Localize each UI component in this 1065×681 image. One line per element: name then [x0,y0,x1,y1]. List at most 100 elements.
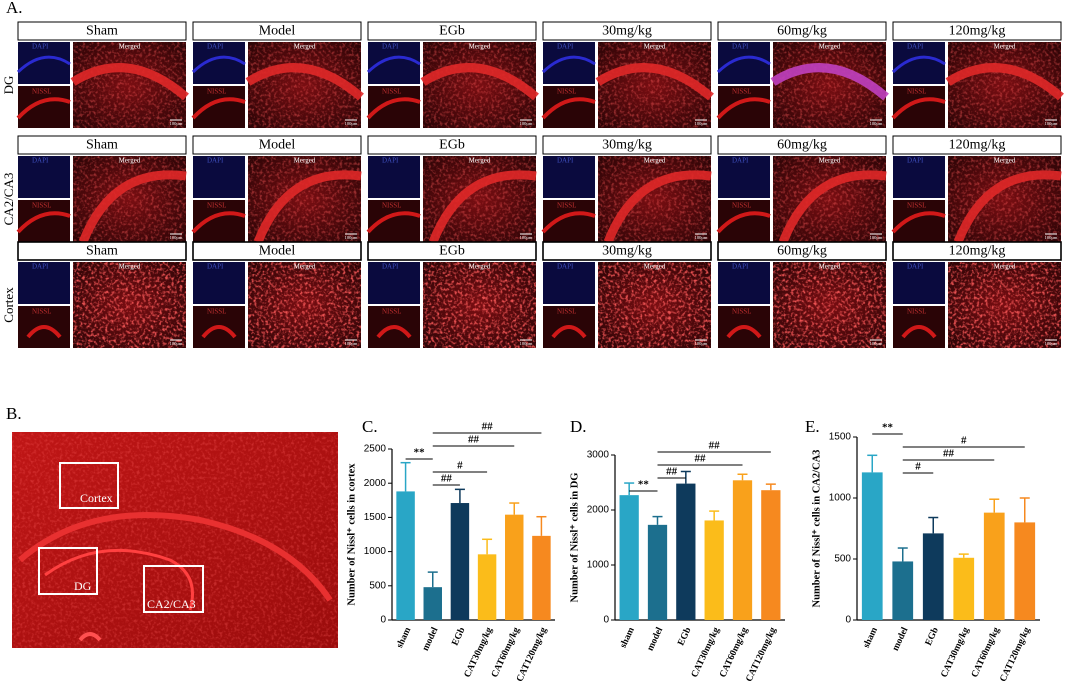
stain-label: NISSL [557,308,576,316]
region-box [38,547,98,595]
stain-label: Merged [469,43,491,51]
dapi-image [543,262,595,304]
merged-signal [245,63,364,101]
group-label: 120mg/kg [949,24,1006,39]
dapi-image [368,42,420,84]
stain-label: NISSL [207,308,226,316]
y-tick-label: 2000 [587,505,610,516]
stain-label: Merged [819,43,841,51]
group-box [892,135,1062,155]
bar [732,480,753,620]
x-tick-label: CAT60mg/kg [970,626,1002,680]
scale-bar-label: 100μm [1045,341,1058,346]
scale-bar-label: 100μm [1045,235,1058,240]
dapi-image [18,262,70,304]
stain-label: DAPI [32,157,49,165]
panel-b-image: Cortex DG CA2/CA3 [12,432,338,648]
group-box [717,21,887,41]
group-label: EGb [439,244,465,259]
nissl-signal [891,211,946,234]
region-label: Cortex [1,287,16,323]
group-label: 30mg/kg [602,244,652,259]
panel-label: D. [570,417,587,436]
stain-label: DAPI [907,263,924,271]
significance-label: ## [695,453,707,465]
region-label: DG [74,579,92,593]
nissl-signal [541,97,596,120]
y-tick-label: 1500 [364,512,387,523]
scale-bar-label: 100μm [695,121,708,126]
stain-label: Merged [994,43,1016,51]
group-box [892,21,1062,41]
stain-label: DAPI [732,263,749,271]
significance-label: ## [943,448,955,460]
nissl-image [18,200,70,242]
stain-label: DAPI [907,43,924,51]
merged-texture [598,262,711,348]
dapi-image [718,262,770,304]
dapi-signal [191,55,246,74]
group-label: 60mg/kg [777,138,827,153]
merged-signal [595,63,714,101]
merged-signal [253,170,362,244]
group-label: 30mg/kg [602,24,652,39]
stain-label: DAPI [382,43,399,51]
group-label: Model [259,138,296,153]
bar [423,587,442,620]
merged-texture [73,262,186,348]
group-box [542,21,712,41]
dapi-image [543,42,595,84]
merged-signal [428,170,537,244]
stain-label: DAPI [907,157,924,165]
dapi-image [193,156,245,198]
stain-label: DAPI [557,157,574,165]
significance-label: ## [441,473,453,485]
nissl-signal [716,97,771,120]
group-label: Model [259,24,296,39]
bar [396,491,415,620]
bar [922,533,944,620]
nissl-image [193,86,245,128]
nissl-signal [191,97,246,120]
group-box [192,241,362,261]
dapi-image [893,156,945,198]
nissl-image [18,86,70,128]
region-label: DG [1,76,16,95]
panel-label: A. [6,0,23,17]
group-box [17,135,187,155]
scale-bar-label: 100μm [170,121,183,126]
bar [892,561,914,620]
stain-label: DAPI [382,157,399,165]
x-tick-label: sham [619,626,637,650]
stain-label: NISSL [207,202,226,210]
y-tick-label: 1500 [829,432,852,443]
stain-label: DAPI [382,263,399,271]
stain-label: Merged [819,157,841,165]
stain-label: Merged [294,263,316,271]
bar [532,535,551,620]
merged-signal [78,170,187,244]
scale-bar-label: 100μm [170,235,183,240]
stain-label: DAPI [207,43,224,51]
x-tick-label: model [891,626,911,653]
group-box [192,21,362,41]
x-tick-label: CAT120mg/kg [998,626,1032,681]
significance-label: ## [482,421,494,433]
merged-signal [420,63,539,101]
stain-label: Merged [819,263,841,271]
merged-signal [603,170,712,244]
nissl-signal [541,211,596,234]
stain-label: Merged [294,43,316,51]
group-label: Sham [86,244,118,259]
stain-label: Merged [644,43,666,51]
y-tick-label: 2500 [364,444,387,455]
x-tick-label: CAT120mg/kg [745,626,779,681]
significance-label: # [961,435,967,447]
dapi-image [893,262,945,304]
stain-label: NISSL [32,88,51,96]
stain-label: NISSL [907,308,926,316]
group-box [717,241,887,261]
dapi-signal [891,55,946,74]
nissl-signal [191,211,246,234]
